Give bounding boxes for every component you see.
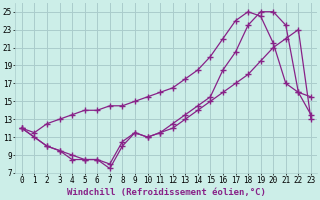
X-axis label: Windchill (Refroidissement éolien,°C): Windchill (Refroidissement éolien,°C) bbox=[67, 188, 266, 197]
